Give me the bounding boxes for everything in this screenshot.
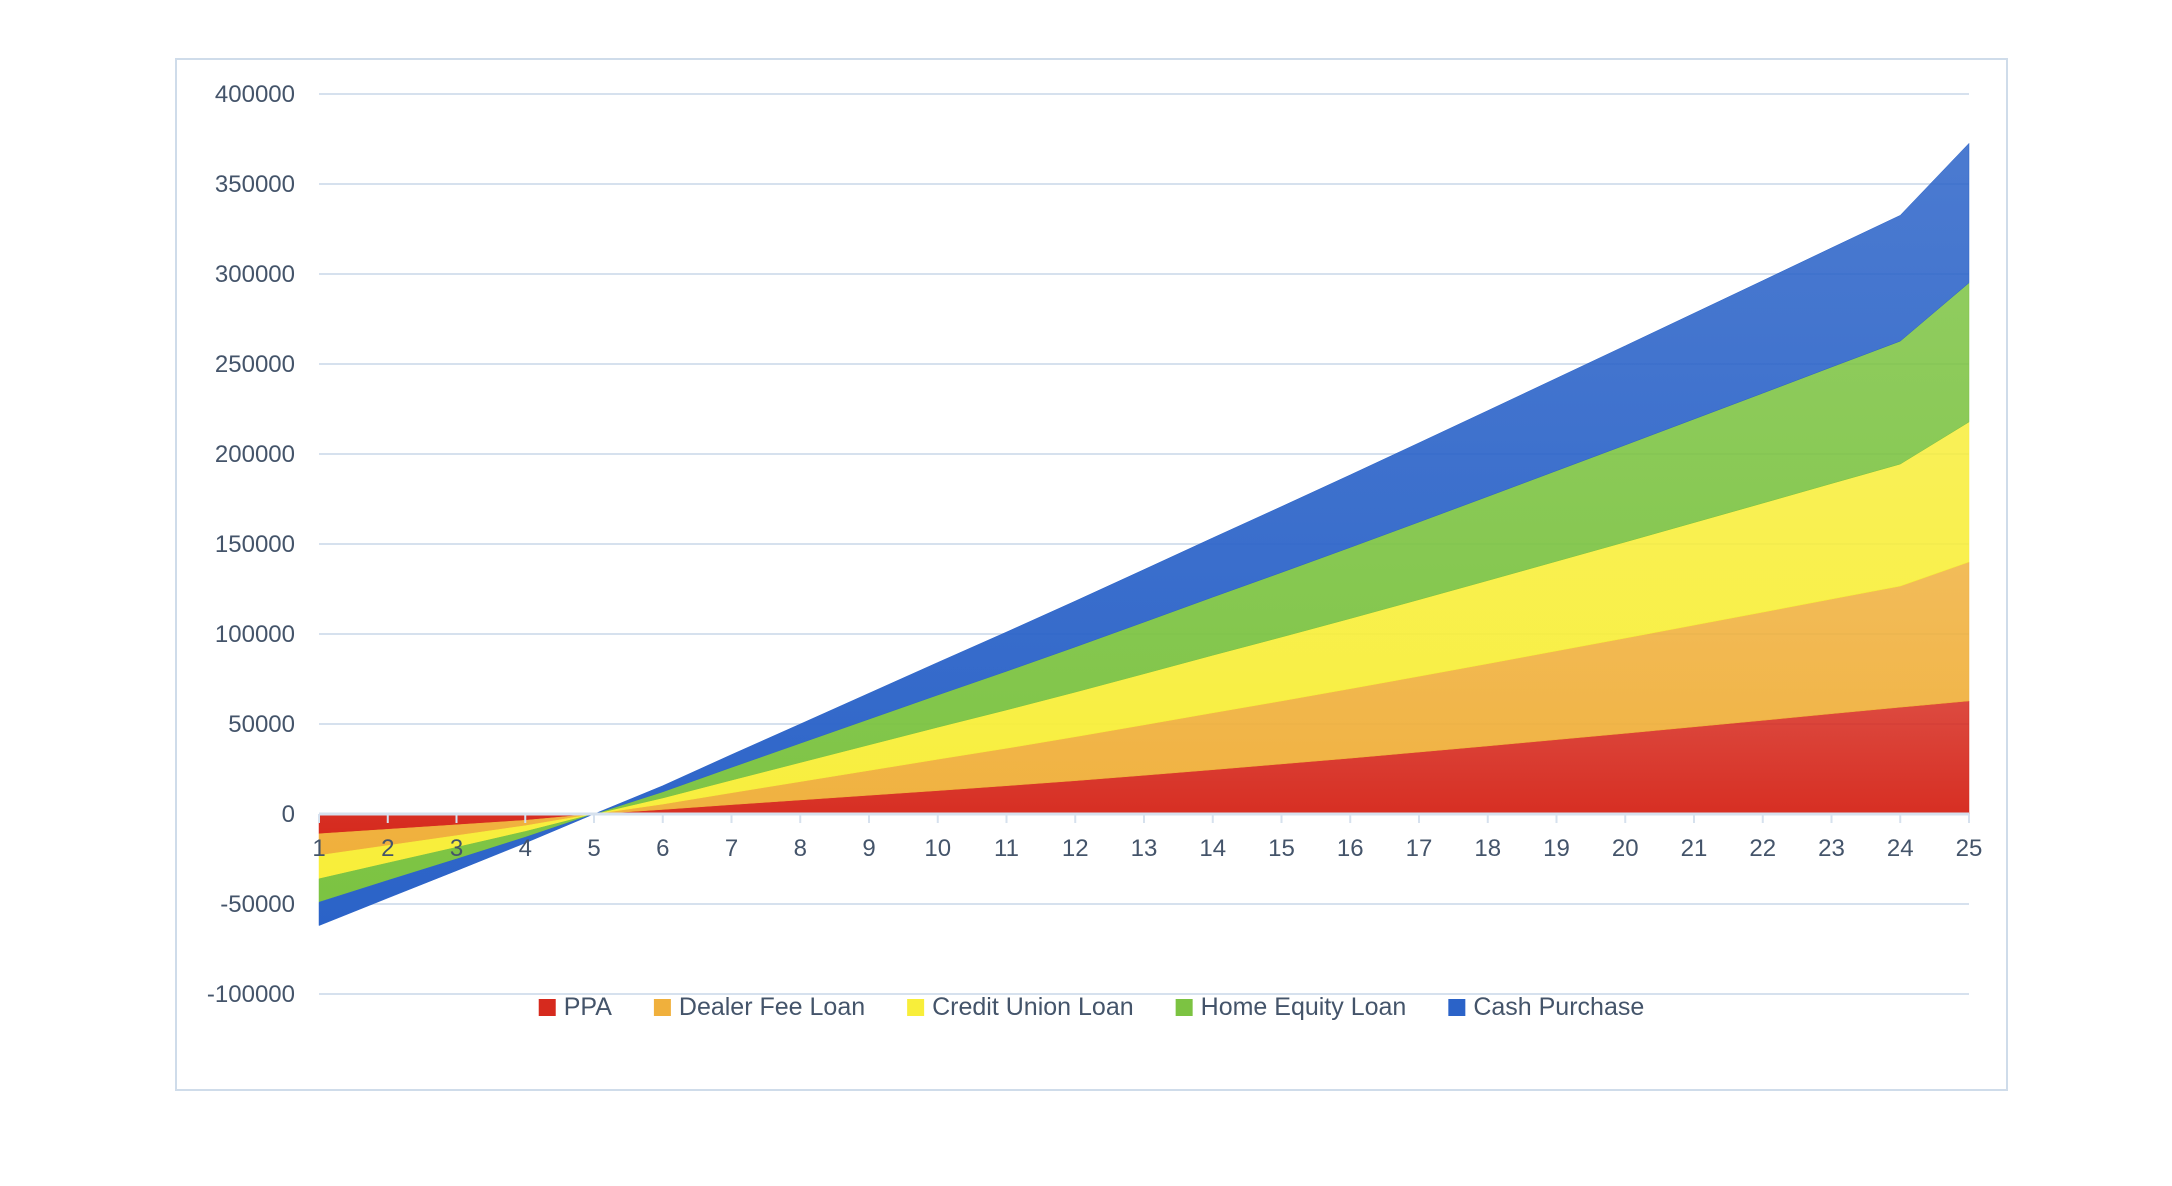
- y-tick-label: 300000: [215, 261, 295, 288]
- y-tick-label: 200000: [215, 441, 295, 468]
- legend-label: Home Equity Loan: [1201, 993, 1407, 1021]
- x-tick-label: 2: [381, 835, 394, 862]
- legend-swatch: [907, 999, 925, 1016]
- legend-item: Cash Purchase: [1448, 993, 1644, 1021]
- legend-label: Dealer Fee Loan: [679, 993, 865, 1021]
- x-tick-label: 15: [1268, 835, 1295, 862]
- x-tick-label: 11: [994, 835, 1019, 862]
- legend-swatch: [1175, 999, 1193, 1016]
- x-tick-label: 14: [1199, 835, 1226, 862]
- legend: PPA Dealer Fee Loan Credit Union Loan Home …: [538, 993, 1644, 1021]
- stacked-area-chart: 4000003500003000002500002000001500001000…: [207, 81, 1982, 1021]
- x-tick-label: 22: [1749, 835, 1776, 862]
- gridlines: [319, 93, 1969, 995]
- x-axis-labels: 1 2 3 4 5 6 7 8 9 10 11 12 13 14 15 16 17 18 19 20 21 22 23 24 2…: [312, 835, 1982, 862]
- x-tick-label: 12: [1062, 835, 1089, 862]
- y-tick-label: 50000: [228, 711, 295, 738]
- x-axis: [318, 812, 1970, 823]
- legend-swatch: [1448, 999, 1466, 1016]
- x-tick-label: 3: [450, 835, 463, 862]
- x-tick-label: 4: [519, 835, 532, 862]
- x-tick-label: 8: [794, 835, 807, 862]
- x-tick-label: 7: [725, 835, 738, 862]
- x-tick-label: 6: [656, 835, 669, 862]
- y-tick-label: -100000: [207, 981, 295, 1008]
- x-tick-label: 24: [1887, 835, 1914, 862]
- x-tick-label: 19: [1543, 835, 1570, 862]
- x-tick-label: 23: [1818, 835, 1845, 862]
- x-tick-label: 17: [1406, 835, 1433, 862]
- legend-swatch: [538, 999, 556, 1016]
- legend-label: Credit Union Loan: [932, 993, 1134, 1021]
- x-tick-label: 5: [587, 835, 600, 862]
- chart-frame: 400000 350000 300000 250000 200000 150000 1000…: [175, 58, 2008, 1091]
- x-tick-label: 16: [1337, 835, 1364, 862]
- y-tick-label: 0: [282, 801, 295, 828]
- area-cash-purchase: [318, 142, 1970, 926]
- y-tick-label: 250000: [215, 351, 295, 378]
- x-tick-label: 13: [1131, 835, 1158, 862]
- x-tick-label: 25: [1956, 835, 1983, 862]
- legend-label: PPA: [564, 993, 612, 1021]
- y-tick-label: 150000: [215, 531, 295, 558]
- legend-item: PPA: [538, 993, 612, 1021]
- x-tick-label: 9: [862, 835, 875, 862]
- y-tick-label: -50000: [220, 891, 295, 918]
- legend-item: Dealer Fee Loan: [653, 993, 865, 1021]
- y-tick-label: 350000: [215, 171, 295, 198]
- x-tick-label: 10: [924, 835, 951, 862]
- legend-item: Credit Union Loan: [907, 993, 1134, 1021]
- x-tick-label: 21: [1681, 835, 1708, 862]
- x-tick-label: 1: [312, 835, 325, 862]
- legend-label: Cash Purchase: [1473, 993, 1644, 1021]
- y-tick-label: 400000: [215, 81, 295, 108]
- legend-item: Home Equity Loan: [1175, 993, 1407, 1021]
- y-axis-labels: 400000 350000 300000 250000 200000 150000 1000…: [207, 81, 295, 1008]
- area-series: [318, 142, 1970, 926]
- legend-swatch: [653, 999, 671, 1016]
- x-tick-label: 18: [1474, 835, 1501, 862]
- y-tick-label: 100000: [215, 621, 295, 648]
- x-tick-label: 20: [1612, 835, 1639, 862]
